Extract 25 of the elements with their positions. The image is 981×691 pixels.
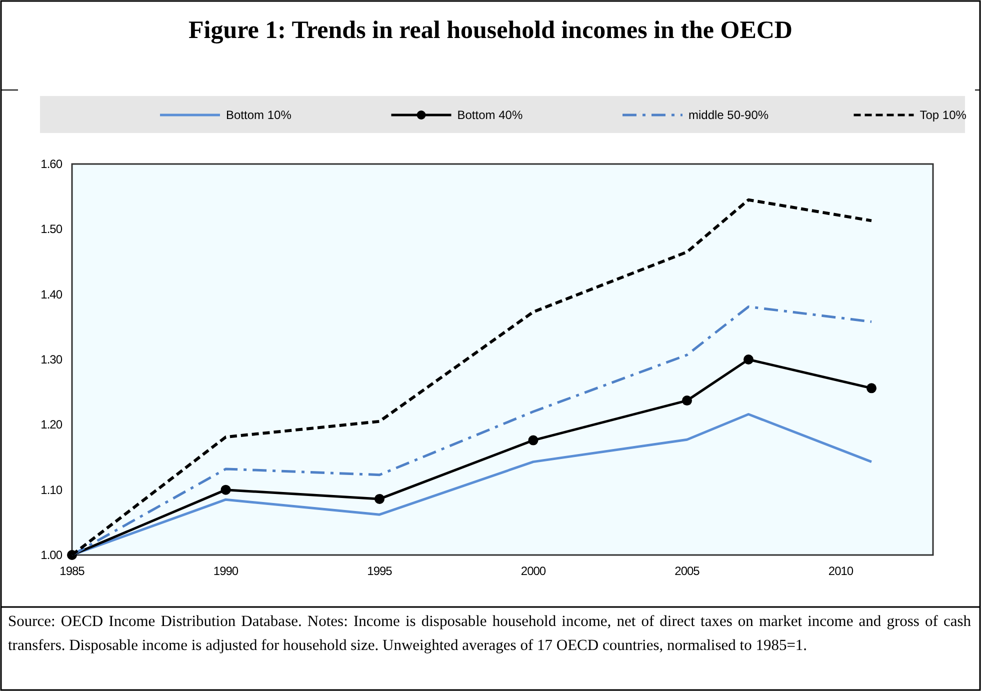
y-tick-label: 1.20 (40, 418, 63, 432)
source-note: Source: OECD Income Distribution Database. Notes: Income is disposable household income, net of direct taxes on market income and gross of cash transfers. Disposable income is adjusted for household size. Unweighted averages of 17 OECD countries, normalised to 1985=1. (8, 612, 971, 656)
point (528, 435, 538, 446)
y-tick-label: 1.50 (40, 222, 63, 236)
y-tick-label: 1.60 (40, 157, 63, 171)
legend-label: Bottom 40% (457, 108, 523, 122)
y-tick-label: 1.10 (40, 482, 63, 497)
legend-label: Bottom 10% (226, 108, 292, 122)
legend-label: middle 50-90% (688, 108, 769, 122)
y-tick-label: 1.40 (40, 287, 63, 302)
point (374, 494, 384, 504)
point (220, 484, 231, 495)
x-tick-label: 2005 (674, 564, 700, 578)
point (682, 396, 692, 406)
y-tick-label: 1.30 (40, 352, 63, 366)
y-tick-label: 1.00 (40, 548, 63, 562)
x-tick-label: 2000 (520, 564, 546, 578)
x-tick-label: 1990 (213, 564, 239, 578)
point (866, 383, 876, 394)
point (744, 354, 754, 364)
chart-title: Figure 1: Trends in real household incomes in the OECD (188, 17, 793, 44)
x-tick-label: 1995 (367, 564, 393, 578)
x-tick-label: 2010 (828, 564, 854, 578)
x-tick-label: 1985 (60, 564, 86, 578)
legend-label: Top 10% (920, 108, 967, 122)
